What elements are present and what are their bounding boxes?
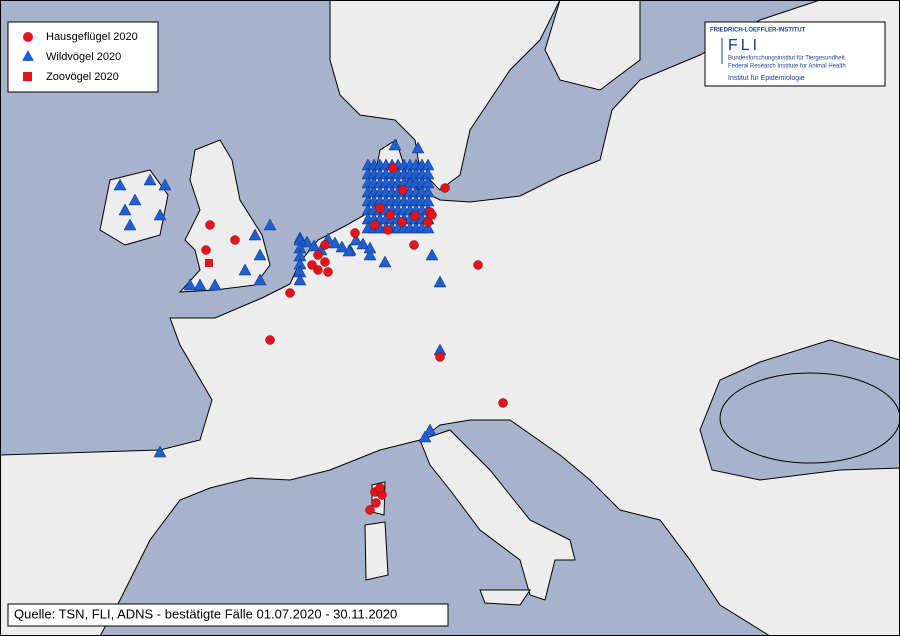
poultry-case [265,335,275,345]
wild-bird-case [335,240,349,253]
zoo-bird-case [205,259,213,267]
poultry-case [285,288,295,298]
logo-box [704,21,886,87]
wild-bird-case [433,275,447,288]
poultry-case [350,228,360,238]
poultry-case [365,505,375,515]
source-text: Quelle: TSN, FLI, ADNS - bestätigte Fäll… [14,606,397,621]
wild-bird-case [328,236,342,249]
poultry-case [201,245,211,255]
wild-bird-case [293,273,307,286]
wild-bird-case [388,138,402,151]
poultry-case [498,398,508,408]
wild-bird-case [183,278,197,291]
black-sea [719,372,900,464]
wild-bird-case [193,278,207,291]
legend-square [23,72,32,81]
poultry-case [473,260,483,270]
wild-bird-case [378,255,392,268]
wild-bird-case [423,423,437,436]
poultry-case [230,235,240,245]
poultry-case [398,185,408,195]
wild-bird-case [418,430,432,443]
poultry-case [375,203,385,213]
wild-bird-case [158,178,172,191]
wild-bird-case [307,239,321,252]
wild-bird-case [425,248,439,261]
markers [113,138,508,515]
poultry-case [371,498,381,508]
wild-bird-case [363,241,377,254]
wild-bird-case [411,141,425,154]
wild-bird-case [248,228,262,241]
wild-bird-case [143,173,157,186]
legend-label: Zoovögel 2020 [46,71,119,83]
legend-circle [23,32,33,42]
logo-department: Institut für Epidemiologie [728,75,805,82]
poultry-case [320,257,330,267]
poultry-case [313,250,323,260]
logo-institute: FRIEDRICH-LOEFFLER-INSTITUT [710,28,806,34]
legend-triangle [22,50,34,61]
source-box [7,603,449,627]
poultry-case [397,217,407,227]
poultry-case [307,260,317,270]
poultry-case [205,220,215,230]
poultry-case [410,211,420,221]
logo-english: Federal Research Institute for Animal He… [728,64,846,70]
poultry-case [427,210,437,220]
legend-box [7,21,159,93]
legend-label: Hausgeflügel 2020 [46,31,138,43]
poultry-case [388,163,398,173]
poultry-case [383,225,393,235]
poultry-case [375,483,385,493]
poultry-case [435,352,445,362]
wild-bird-case [153,208,167,221]
wild-bird-case [113,178,127,191]
wild-bird-case [253,273,267,286]
wild-bird-case [118,203,132,216]
wild-bird-case [263,218,277,231]
poultry-case [320,240,330,250]
wild-bird-case [363,248,377,261]
poultry-case [409,240,419,250]
wild-bird-case [356,237,370,250]
logo-acronym: FLI [728,37,760,54]
wild-bird-case [153,445,167,458]
legend-label: Wildvögel 2020 [46,51,121,63]
wild-bird-case [128,193,142,206]
wild-bird-case [349,233,363,246]
wild-bird-case [123,218,137,231]
wild-bird-case [253,248,267,261]
poultry-case [440,183,450,193]
wild-bird-case [208,278,222,291]
logo-german: Bundesforschungsinstitut für Tiergesundh… [728,56,845,62]
wild-bird-case [342,244,356,257]
poultry-case [370,220,380,230]
wild-bird-case [421,221,435,234]
wild-bird-case [238,263,252,276]
poultry-case [323,267,333,277]
poultry-case [385,210,395,220]
